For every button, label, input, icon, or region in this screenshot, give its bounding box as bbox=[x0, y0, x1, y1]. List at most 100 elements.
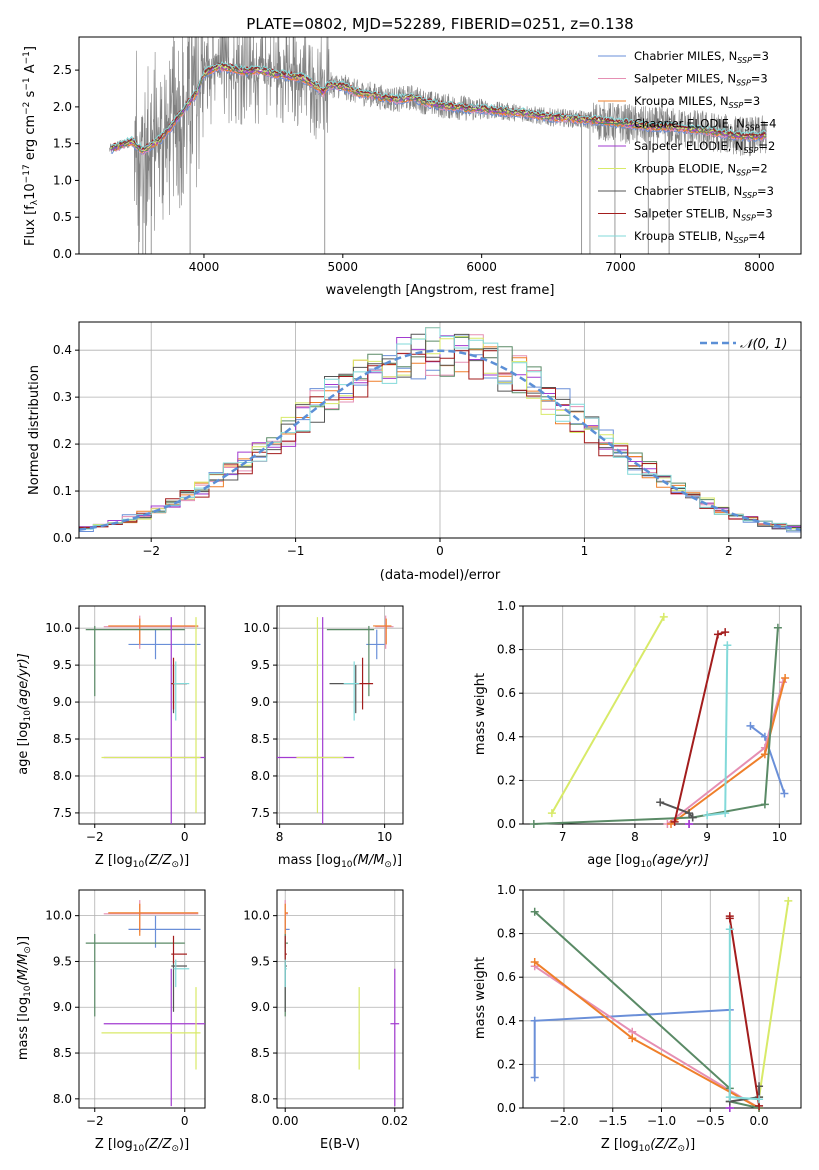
z-weight-ytick-label: 0.2 bbox=[497, 1057, 516, 1071]
z-mass-ylabel: mass [log10(M/M⊙)] bbox=[16, 936, 33, 1060]
z-mass-ytick-label: 8.0 bbox=[53, 1092, 72, 1106]
z-mass-panel: −2 0 8.0 8.5 9.0 9.5 10.0 bbox=[45, 889, 206, 1128]
ebv-mass-xtick-label: 0.02 bbox=[381, 1114, 408, 1128]
age-weight-xlabel: age [log10(age/yr)] bbox=[587, 853, 709, 870]
spectrum-xtick-label: 5000 bbox=[328, 260, 359, 274]
residual-clip bbox=[79, 327, 801, 534]
z-weight-marker-8 bbox=[725, 925, 734, 934]
z-weight-marker-2 bbox=[628, 1034, 637, 1043]
z-age-frame bbox=[78, 605, 206, 825]
residual-ylabel: Normed distribution bbox=[27, 365, 42, 495]
z-mass-ytick-label: 9.5 bbox=[53, 954, 72, 968]
z-age-grid bbox=[79, 606, 205, 824]
mass-age-points bbox=[277, 615, 394, 824]
spectrum-ytick-label: 2.5 bbox=[53, 63, 72, 77]
z-age-xtick-label: −2 bbox=[86, 830, 104, 844]
age-weight-marker-8 bbox=[703, 811, 712, 820]
age-weight-marker-8 bbox=[723, 641, 732, 650]
age-weight-marker-6 bbox=[656, 798, 665, 807]
age-weight-ytick-label: 0.4 bbox=[497, 730, 516, 744]
ebv-mass-points bbox=[284, 900, 400, 1107]
z-weight-xtick-label: −1.5 bbox=[598, 1114, 627, 1128]
z-weight-xlabel: Z [log10(Z/Z⊙)] bbox=[601, 1137, 695, 1154]
age-weight-xtick-label: 9 bbox=[703, 830, 711, 844]
age-weight-marker-6 bbox=[685, 809, 694, 818]
age-weight-frame bbox=[522, 605, 802, 825]
ebv-mass-xlabel: E(B-V) bbox=[320, 1137, 360, 1152]
ebv-mass-grid bbox=[277, 890, 403, 1108]
z-mass-ytick-label: 9.0 bbox=[53, 1000, 72, 1014]
legend-label-3: Chabrier ELODIE, NSSP=4 bbox=[634, 117, 776, 133]
age-weight-xtick-label: 10 bbox=[772, 830, 787, 844]
mass-age-grid bbox=[277, 606, 403, 824]
z-weight-line-5 bbox=[758, 900, 790, 1098]
spectrum-ytick-label: 1.0 bbox=[53, 173, 72, 187]
spectrum-panel: PLATE=0802, MJD=52289, FIBERID=0251, z=0… bbox=[22, 15, 802, 298]
z-weight-ytick-label: 1.0 bbox=[497, 883, 516, 897]
spectrum-ytick-label: 1.5 bbox=[53, 137, 72, 151]
normal-curve bbox=[79, 349, 801, 532]
spectrum-xtick-label: 8000 bbox=[744, 260, 775, 274]
age-weight-marker-0 bbox=[780, 789, 789, 798]
spectrum-traces bbox=[109, 37, 767, 254]
age-weight-marker-3 bbox=[529, 820, 538, 828]
age-weight-marker-6 bbox=[688, 813, 697, 822]
z-weight-xtick-label: 0.0 bbox=[750, 1114, 769, 1128]
z-mass-ytick-label: 10.0 bbox=[45, 909, 72, 923]
residual-xlabel: (data-model)/error bbox=[380, 568, 501, 583]
age-weight-marker-7 bbox=[721, 628, 730, 637]
mass-age-xlabel: mass [log10(M/M⊙)] bbox=[278, 853, 402, 870]
z-weight-marker-7 bbox=[725, 912, 734, 921]
z-mass-xlabel: Z [log10(Z/Z⊙)] bbox=[95, 1137, 189, 1154]
age-weight-ytick-label: 0.0 bbox=[497, 817, 516, 831]
residual-xtick-label: −2 bbox=[142, 544, 160, 558]
z-weight-ytick-label: 0.4 bbox=[497, 1014, 516, 1028]
z-age-ytick-label: 9.0 bbox=[53, 695, 72, 709]
z-weight-marker-5 bbox=[784, 896, 793, 905]
z-weight-marker-3 bbox=[530, 907, 539, 916]
z-mass-grid bbox=[79, 890, 205, 1108]
legend-normal-label: 𝒩(0, 1) bbox=[740, 337, 787, 352]
ebv-mass-ytick-label: 9.5 bbox=[251, 954, 270, 968]
mass-age-ytick-label: 8.0 bbox=[251, 769, 270, 783]
z-weight-line-2 bbox=[534, 961, 760, 1109]
age-weight-marker-5 bbox=[547, 809, 556, 818]
age-weight-marker-5 bbox=[659, 612, 668, 621]
legend-label-7: Salpeter STELIB, NSSP=3 bbox=[634, 207, 773, 223]
z-weight-xtick-label: −0.5 bbox=[696, 1114, 725, 1128]
z-weight-series bbox=[530, 896, 793, 1112]
ebv-mass-ytick-label: 8.0 bbox=[251, 1092, 270, 1106]
age-weight-marker-8 bbox=[721, 809, 730, 818]
spectrum-ytick-label: 2.0 bbox=[53, 100, 72, 114]
z-age-xlabel: Z [log10(Z/Z⊙)] bbox=[95, 853, 189, 870]
z-weight-xtick-label: −2.0 bbox=[549, 1114, 578, 1128]
spectrum-legend: Chabrier MILES, NSSP=3 Salpeter MILES, NS… bbox=[598, 49, 776, 245]
z-mass-ytick-label: 8.5 bbox=[53, 1046, 72, 1060]
z-age-ylabel: age [log10(age/yr)] bbox=[16, 653, 33, 775]
z-age-ytick-label: 8.0 bbox=[53, 769, 72, 783]
age-weight-marker-3 bbox=[760, 800, 769, 809]
z-weight-ytick-label: 0.0 bbox=[497, 1101, 516, 1115]
mass-age-ytick-label: 7.5 bbox=[251, 806, 270, 820]
ebv-mass-panel: 0.00 0.02 8.0 8.5 9.0 9.5 10.0 bbox=[243, 889, 408, 1128]
z-weight-panel: −2.0 −1.5 −1.0 −0.5 0.0 0.0 0.2 0.4 0.6 0.8 1.0 bbox=[497, 883, 802, 1128]
residual-ytick-label: 0.2 bbox=[53, 437, 72, 451]
age-weight-ylabel: mass weight bbox=[473, 673, 488, 755]
age-weight-marker-7 bbox=[713, 630, 722, 639]
age-weight-marker-7 bbox=[670, 817, 679, 826]
ebv-mass-ytick-label: 10.0 bbox=[243, 909, 270, 923]
z-weight-ytick-label: 0.8 bbox=[497, 927, 516, 941]
z-mass-frame bbox=[78, 889, 206, 1109]
legend-label-1: Salpeter MILES, NSSP=3 bbox=[634, 72, 768, 88]
ebv-mass-xtick-label: 0.00 bbox=[272, 1114, 299, 1128]
mass-age-xtick-label: 10 bbox=[377, 830, 392, 844]
spectrum-axes: 4000 5000 6000 7000 8000 0.0 0.5 1.0 1.5 2.0 2.5 bbox=[53, 36, 802, 274]
mass-age-xtick-label: 8 bbox=[276, 830, 284, 844]
legend-label-4: Salpeter ELODIE, NSSP=2 bbox=[634, 139, 775, 155]
residual-histograms bbox=[79, 327, 801, 534]
mass-age-ytick-label: 9.5 bbox=[251, 658, 270, 672]
residual-panel: −2 −1 0 1 2 0.0 0.1 0.2 0.3 0.4 (data-model)/erro… bbox=[27, 321, 802, 583]
spectrum-frame bbox=[78, 36, 802, 255]
mass-age-panel: 8 10 7.5 8.0 8.5 9.0 9.5 10.0 bbox=[243, 605, 404, 844]
age-weight-xtick-label: 8 bbox=[631, 830, 639, 844]
